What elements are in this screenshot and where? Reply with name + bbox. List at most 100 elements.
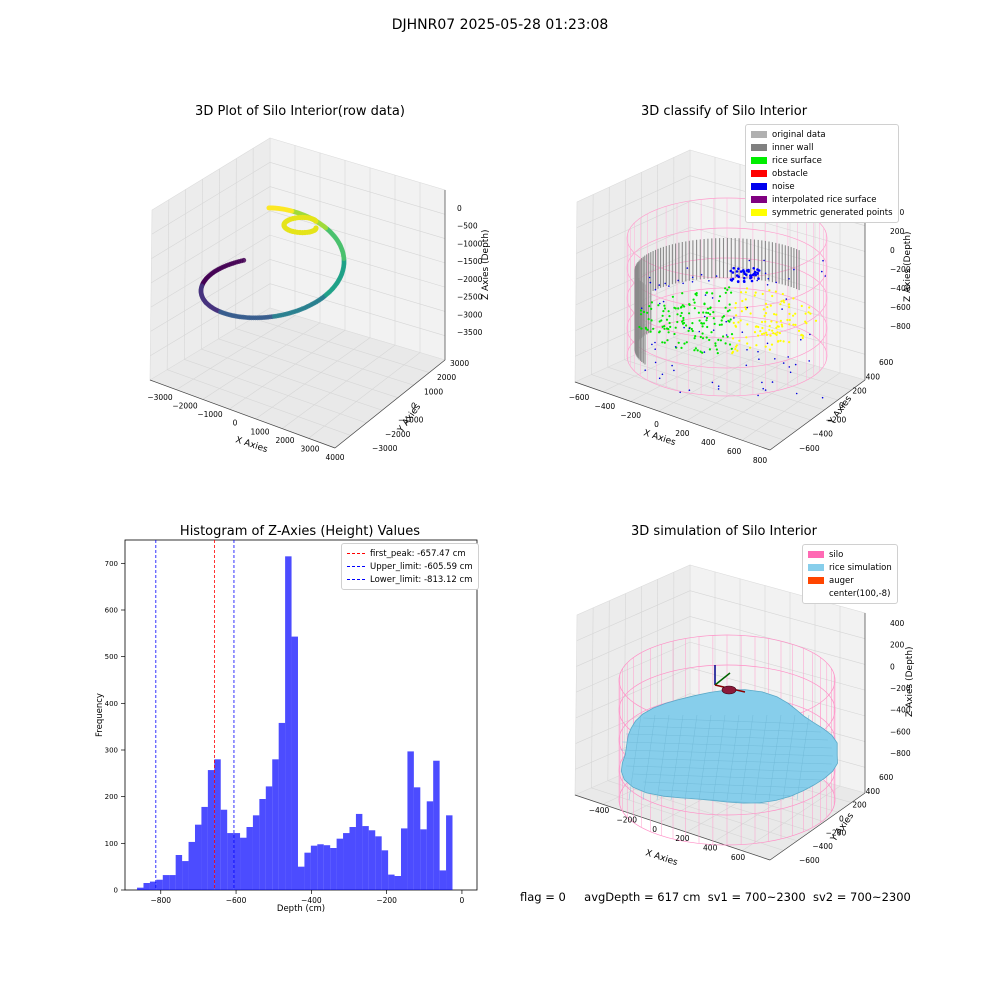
noise-point bbox=[757, 350, 759, 353]
noise-point bbox=[782, 362, 785, 364]
noise-point bbox=[691, 276, 694, 279]
p1-z-tick-label: −500 bbox=[457, 222, 478, 231]
hist-y-tick-label: 600 bbox=[105, 607, 118, 615]
rice-surface-point bbox=[722, 315, 725, 318]
p2-legend: original data inner wall rice surface obsta… bbox=[745, 124, 899, 223]
noise-point bbox=[654, 341, 656, 344]
rice-mesh-line bbox=[659, 789, 795, 797]
p2-x-tick-label: 200 bbox=[675, 429, 690, 438]
y-axis-line bbox=[769, 379, 866, 451]
figure-title: DJHNR07 2025-05-28 01:23:08 bbox=[391, 17, 609, 33]
rice-surface-point bbox=[681, 292, 684, 295]
p1-z-label: Z Axies (Depth) bbox=[481, 229, 491, 300]
noise-point bbox=[749, 276, 752, 280]
noise-point bbox=[743, 276, 746, 280]
rice-mesh-line bbox=[754, 714, 768, 801]
grid-line bbox=[151, 186, 446, 259]
rice-surface-point bbox=[800, 304, 803, 308]
simulation-3d-plot: −400 −200 0 200 400 600 −600 −400 −200 0 200 400 600… bbox=[574, 564, 915, 868]
hist-bar bbox=[388, 874, 395, 890]
p4-z-tick-label: 0 bbox=[890, 662, 895, 671]
grid-line bbox=[202, 152, 321, 400]
rice-surface-point bbox=[657, 304, 660, 307]
raw-point bbox=[266, 205, 272, 211]
grid-line bbox=[229, 160, 346, 410]
noise-point bbox=[703, 315, 706, 318]
noise-point bbox=[757, 277, 760, 280]
p2-y-tick-label: 400 bbox=[866, 372, 881, 381]
rice-surface-point bbox=[788, 318, 791, 322]
hist-bar bbox=[323, 845, 331, 890]
rice-surface bbox=[620, 689, 838, 804]
rice-mesh-line bbox=[643, 781, 811, 789]
rice-surface-point bbox=[708, 348, 711, 351]
noise-point bbox=[741, 331, 744, 333]
rice-surface-point bbox=[724, 306, 727, 309]
noise-point bbox=[654, 288, 657, 291]
auger-marker bbox=[714, 665, 746, 695]
p2-x-tick-label: 400 bbox=[701, 438, 716, 447]
noise-point bbox=[793, 268, 795, 271]
rice-surface-point bbox=[698, 319, 701, 322]
grid-line bbox=[576, 590, 866, 641]
rice-surface-point bbox=[782, 340, 785, 343]
rice-surface-point bbox=[761, 292, 764, 296]
grid-line bbox=[150, 210, 446, 284]
rice-mesh-line bbox=[620, 749, 834, 757]
rice-surface-point bbox=[729, 318, 732, 321]
rice-surface-point bbox=[782, 299, 785, 302]
hist-bar bbox=[355, 813, 363, 890]
noise-point bbox=[752, 267, 755, 270]
p2-legend-label: rice surface bbox=[772, 155, 822, 166]
hist-y-tick-label: 0 bbox=[114, 887, 118, 895]
rice-surface-point bbox=[807, 311, 810, 314]
p1-x-tick-label: 1000 bbox=[250, 427, 269, 436]
p2-y-tick-label: −600 bbox=[799, 444, 820, 453]
noise-point bbox=[800, 338, 802, 341]
noise-point bbox=[731, 271, 735, 274]
hist-bar bbox=[349, 827, 356, 890]
p2-legend-entry: interpolated rice surface bbox=[751, 193, 893, 206]
noise-point bbox=[746, 349, 748, 351]
p1-y-tick-label: 1000 bbox=[424, 387, 443, 396]
p4-legend-entry: rice simulation bbox=[808, 561, 892, 574]
rice-surface-point bbox=[804, 312, 807, 315]
noise-point bbox=[677, 279, 679, 282]
rice-surface-point bbox=[764, 320, 767, 323]
grid-line bbox=[656, 164, 838, 401]
p4-legend-swatch bbox=[808, 564, 824, 571]
grid-line bbox=[575, 252, 866, 306]
p4-y-tick-label: 400 bbox=[866, 787, 881, 796]
noise-point bbox=[766, 284, 769, 286]
p2-y-tick-label: −400 bbox=[812, 430, 833, 439]
noise-point bbox=[739, 270, 743, 273]
p2-z-tick-label: −400 bbox=[890, 284, 911, 293]
noise-point bbox=[821, 270, 823, 273]
rice-surface-point bbox=[736, 349, 739, 352]
noise-point bbox=[756, 271, 759, 275]
auger-y-arrow bbox=[714, 672, 731, 686]
rice-surface-point bbox=[687, 329, 690, 332]
p4-legend-swatch bbox=[808, 590, 824, 597]
rice-surface-point bbox=[765, 331, 768, 334]
hist-bar bbox=[214, 759, 221, 890]
noise-point bbox=[808, 360, 810, 362]
hist-bar bbox=[233, 833, 241, 890]
rice-surface-point bbox=[685, 324, 688, 327]
rice-surface-point bbox=[768, 324, 771, 328]
rice-surface-point bbox=[661, 325, 664, 328]
rice-surface-point bbox=[768, 289, 771, 292]
rice-surface-point bbox=[709, 313, 712, 316]
rice-surface-point bbox=[702, 322, 706, 325]
rice-surface-point bbox=[731, 352, 734, 355]
hist-y-tick-label: 400 bbox=[105, 700, 118, 708]
rice-surface-point bbox=[800, 333, 803, 336]
noise-point bbox=[762, 387, 764, 390]
hist-legend: first_peak: -657.47 cm Upper_limit: -605.… bbox=[341, 543, 479, 590]
rice-surface-point bbox=[663, 304, 666, 307]
p2-legend-entry: original data bbox=[751, 128, 893, 141]
noise-point bbox=[674, 346, 677, 348]
noise-point bbox=[662, 300, 665, 303]
rice-surface-point bbox=[682, 319, 685, 322]
rice-surface-point bbox=[762, 308, 765, 311]
